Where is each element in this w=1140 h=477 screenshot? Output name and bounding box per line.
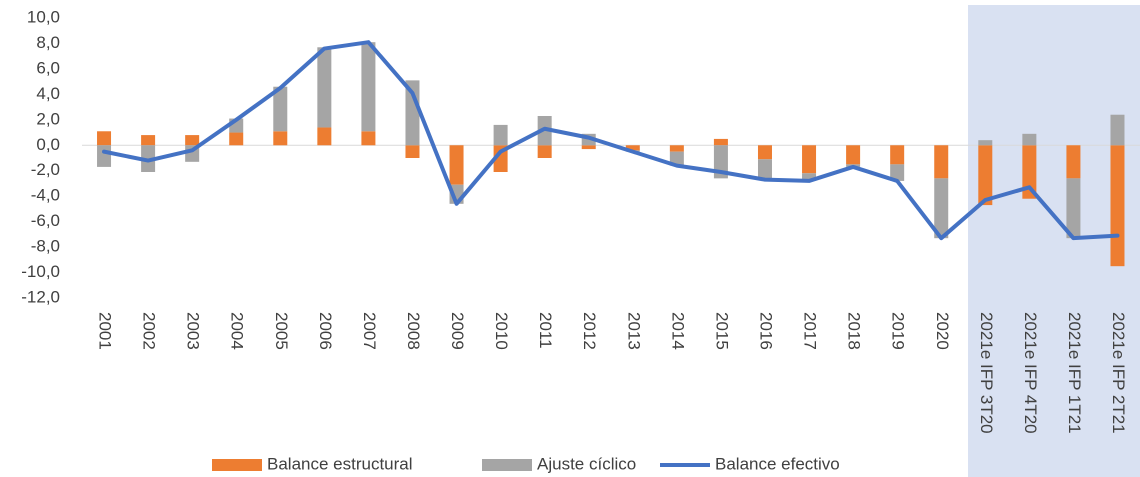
bar: [581, 145, 596, 150]
bar: [757, 145, 772, 160]
bar: [1022, 133, 1037, 146]
x-tick-label: 2013: [624, 312, 643, 350]
x-tick-label: 2007: [360, 312, 379, 350]
x-tick-label: 2019: [889, 312, 908, 350]
bar: [317, 47, 332, 128]
bar: [669, 151, 684, 166]
bar: [1066, 145, 1081, 179]
x-tick-label: 2016: [756, 312, 775, 350]
bar: [317, 127, 332, 146]
bar: [978, 140, 993, 146]
x-tick-label: 2002: [140, 312, 159, 350]
y-tick-label: 2,0: [36, 109, 60, 128]
y-tick-label: -4,0: [31, 186, 60, 205]
bar: [1022, 145, 1037, 199]
bar: [97, 145, 112, 167]
x-tick-label: 2021e IFP 4T20: [1021, 312, 1040, 434]
bar: [890, 145, 905, 165]
bar: [141, 135, 156, 146]
y-tick-label: 6,0: [36, 58, 60, 77]
y-tick-label: -12,0: [21, 287, 60, 306]
bar: [1066, 178, 1081, 239]
bar: [449, 145, 464, 185]
bar: [669, 145, 684, 152]
x-tick-label: 2014: [668, 312, 687, 350]
y-tick-label: -10,0: [21, 262, 60, 281]
bar: [273, 131, 288, 146]
x-tick-label: 2018: [845, 312, 864, 350]
legend-label: Balance efectivo: [715, 454, 840, 473]
bar: [757, 159, 772, 180]
bar: [802, 145, 817, 174]
legend-label: Ajuste cíclico: [537, 454, 636, 473]
bar: [802, 173, 817, 181]
bar: [625, 145, 640, 151]
x-tick-label: 2020: [933, 312, 952, 350]
x-tick-label: 2006: [316, 312, 335, 350]
y-tick-label: -6,0: [31, 211, 60, 230]
bar: [934, 145, 949, 179]
y-tick-label: -2,0: [31, 160, 60, 179]
bar: [185, 135, 200, 146]
y-tick-label: 10,0: [27, 7, 60, 26]
x-tick-label: 2009: [448, 312, 467, 350]
y-tick-label: 4,0: [36, 84, 60, 103]
bar: [1110, 145, 1125, 267]
x-tick-label: 2021e IFP 2T21: [1109, 312, 1128, 434]
legend-swatch: [212, 459, 262, 471]
y-tick-label: 0,0: [36, 135, 60, 154]
bar: [846, 145, 861, 165]
bar: [890, 164, 905, 181]
line: [102, 40, 1120, 241]
bar: [405, 145, 420, 158]
x-tick-label: 2010: [492, 312, 511, 350]
bar: [361, 131, 376, 146]
x-tick-label: 2004: [228, 312, 247, 350]
bar: [1110, 114, 1125, 146]
bar: [273, 86, 288, 132]
x-tick-label: 2021e IFP 1T21: [1065, 312, 1084, 434]
legend-label: Balance estructural: [267, 454, 413, 473]
bar: [229, 132, 244, 146]
x-tick-label: 2011: [536, 312, 555, 349]
x-tick-label: 2021e IFP 3T20: [977, 312, 996, 434]
bar: [978, 145, 993, 206]
x-tick-label: 2015: [712, 312, 731, 350]
x-tick-label: 2001: [96, 312, 115, 350]
x-tick-label: 2003: [184, 312, 203, 350]
bar: [537, 145, 552, 158]
x-tick-label: 2017: [801, 312, 820, 350]
bar: [713, 138, 728, 146]
x-tick-label: 2005: [272, 312, 291, 350]
bar: [934, 178, 949, 239]
bar: [361, 42, 376, 132]
bar: [97, 131, 112, 146]
x-tick-label: 2008: [404, 312, 423, 350]
bar: [493, 124, 508, 146]
legend-swatch: [482, 459, 532, 471]
y-tick-label: -8,0: [31, 237, 60, 256]
y-tick-label: 8,0: [36, 33, 60, 52]
x-tick-label: 2012: [580, 312, 599, 350]
